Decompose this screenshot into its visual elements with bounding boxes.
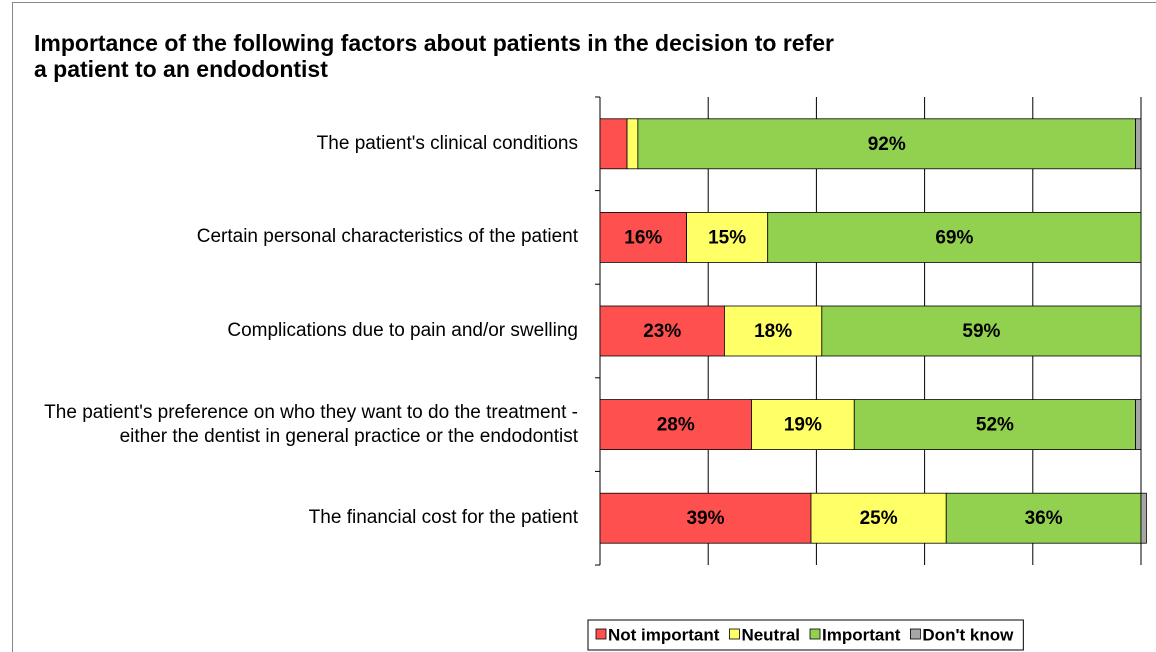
legend-swatch <box>595 628 607 640</box>
data-label: 39% <box>686 508 724 529</box>
data-label: 92% <box>868 134 906 155</box>
data-label: 59% <box>962 321 1000 342</box>
bar-segment <box>810 492 947 544</box>
bar-segment <box>599 399 752 451</box>
data-label: 36% <box>1025 508 1063 529</box>
bar-segment <box>626 118 639 170</box>
chart-frame <box>12 2 1156 652</box>
bar-segment <box>853 399 1136 451</box>
bar-segment <box>686 211 769 263</box>
data-label: 69% <box>935 227 973 248</box>
legend-label: Don't know <box>922 625 1014 644</box>
bar-segment <box>945 492 1142 544</box>
data-label: 52% <box>976 415 1014 436</box>
legend-label: Important <box>822 625 901 644</box>
y-tick-label: The patient's clinical conditions <box>316 132 578 154</box>
bar-segment <box>637 118 1136 170</box>
bar-segment <box>1140 492 1147 544</box>
y-tick-label: Certain personal characteristics of the … <box>196 226 578 248</box>
bar-segment <box>599 305 725 357</box>
data-label: 23% <box>643 321 681 342</box>
bar-segment <box>1135 399 1142 451</box>
bar-segment <box>821 305 1142 357</box>
data-label: 25% <box>860 508 898 529</box>
bar-segment <box>599 211 687 263</box>
data-label: 19% <box>784 415 822 436</box>
data-label: 18% <box>754 321 792 342</box>
legend-swatch <box>809 628 821 640</box>
legend-label: Not important <box>608 625 720 644</box>
chart-title: Importance of the following factors abou… <box>34 30 834 82</box>
bar-segment <box>1135 118 1142 170</box>
bar-segment <box>599 492 812 544</box>
y-tick-label: Complications due to pain and/or swellin… <box>227 320 578 341</box>
bar-segment <box>767 211 1142 263</box>
bar-segment <box>599 118 628 170</box>
data-label: 28% <box>657 415 695 436</box>
y-tick-label: The financial cost for the patient <box>308 507 578 529</box>
data-label: 15% <box>708 227 746 248</box>
legend-label: Neutral <box>741 625 800 644</box>
bar-segment <box>724 305 823 357</box>
y-tick-label: The patient's preference on who they wan… <box>44 401 578 447</box>
data-label: 16% <box>624 227 662 248</box>
legend-box <box>587 619 1024 651</box>
bar-segment <box>751 399 855 451</box>
legend-swatch <box>729 628 740 640</box>
legend-swatch <box>910 628 921 640</box>
